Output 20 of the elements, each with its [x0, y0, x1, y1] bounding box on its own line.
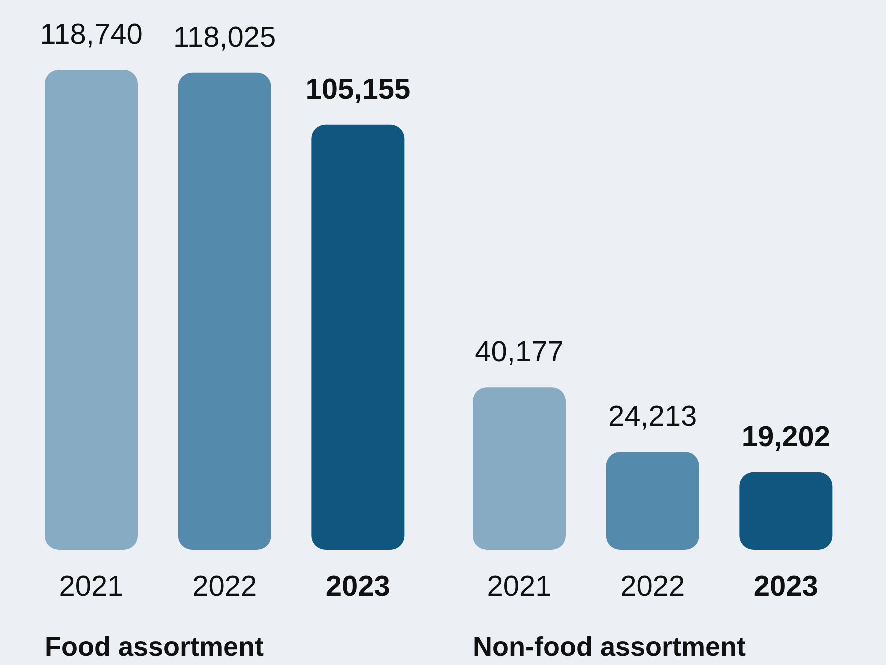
data-label: 118,740	[40, 19, 143, 51]
bar	[740, 472, 833, 550]
x-tick-label: Non-food assortment	[473, 632, 746, 662]
text: 2023	[754, 571, 818, 603]
bar	[178, 72, 272, 550]
bar	[606, 452, 700, 550]
text: 2022	[620, 571, 686, 603]
data-label: 118,025	[173, 22, 276, 54]
series-label: 2021	[59, 571, 124, 603]
data-label: 105,155	[306, 74, 411, 106]
text: 2021	[487, 571, 552, 603]
data-label: 40,177	[475, 336, 564, 369]
series-label: 2022	[192, 571, 258, 603]
data-label: 24,213	[608, 401, 698, 434]
series-label: 2023	[326, 571, 390, 603]
data-label: 19,202	[742, 421, 831, 454]
bar	[473, 388, 566, 550]
x-tick-label: Food assortment	[45, 632, 264, 662]
bar	[45, 70, 138, 550]
bar	[312, 124, 405, 550]
